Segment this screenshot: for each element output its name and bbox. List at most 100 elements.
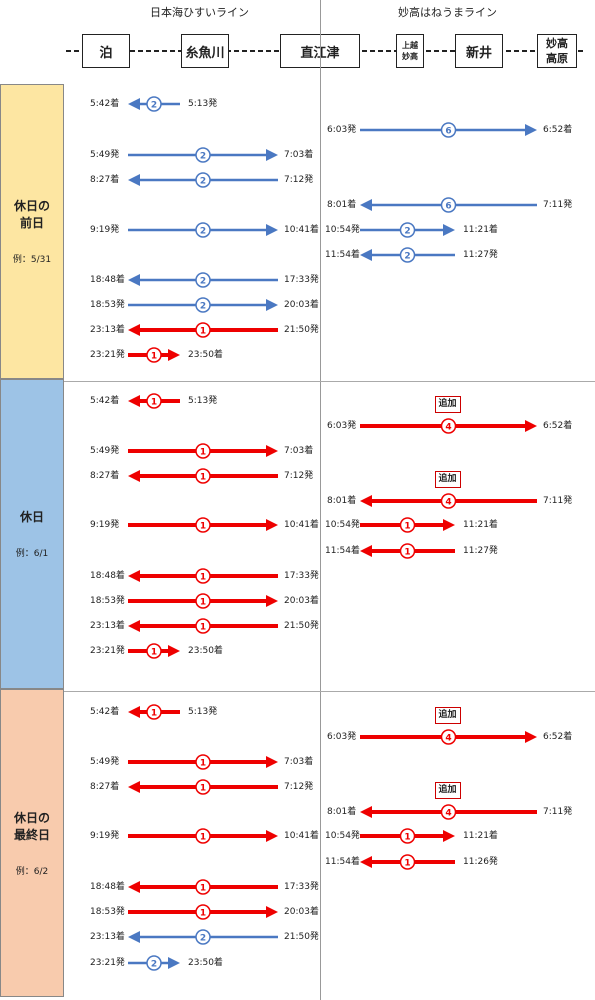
departure-time: 11:26発 (463, 857, 498, 867)
section-title-line: 前日 (19, 216, 44, 230)
car-count-label: 1 (200, 522, 206, 532)
train-arrow-head (128, 881, 140, 893)
car-count-label: 4 (445, 809, 451, 819)
section-title-line: 休日の (13, 810, 50, 825)
departure-time: 23:21発 (90, 646, 125, 656)
train-arrow-head (128, 620, 140, 632)
arrival-time: 23:50着 (188, 350, 223, 360)
train-arrow-head (266, 299, 278, 311)
car-count-circle (399, 517, 416, 533)
departure-time: 6:03発 (327, 732, 357, 742)
departure-time: 11:27発 (463, 250, 498, 260)
train-arrow: 2 (128, 172, 278, 188)
line-name-nihonkai-hisui: 日本海ひすいライン (150, 6, 249, 19)
car-count-label: 2 (404, 227, 410, 237)
train-arrow-head (266, 830, 278, 842)
car-count-circle (146, 955, 162, 971)
car-count-circle (440, 197, 457, 213)
car-count-circle (195, 172, 211, 188)
departure-time: 9:19発 (90, 225, 120, 235)
departure-time: 10:54発 (325, 520, 360, 530)
arrival-time: 7:03着 (284, 446, 314, 456)
section-separator (0, 691, 595, 692)
station-joetsu-myoko: 上越 妙高 (396, 34, 424, 68)
arrival-time: 23:13着 (90, 621, 125, 631)
car-count-label: 2 (200, 152, 206, 162)
train-arrow-head (360, 199, 372, 211)
line-divider (320, 0, 321, 1000)
train-arrow-head (266, 519, 278, 531)
train-arrow-head (360, 545, 372, 557)
car-count-circle (195, 297, 211, 313)
train-arrow: 4 (360, 493, 537, 509)
arrival-time: 18:48着 (90, 275, 125, 285)
train-arrow-head (443, 830, 455, 842)
train-arrow-head (360, 856, 372, 868)
train-arrow: 1 (128, 443, 278, 459)
car-count-circle (440, 418, 457, 434)
car-count-circle (195, 272, 211, 288)
car-count-label: 1 (151, 648, 157, 658)
departure-time: 23:21発 (90, 350, 125, 360)
train-arrow-head (168, 957, 180, 969)
departure-time: 6:03発 (327, 421, 357, 431)
arrival-time: 7:03着 (284, 757, 314, 767)
departure-time: 5:49発 (90, 446, 120, 456)
car-count-circle (195, 468, 211, 484)
train-arrow-head (360, 806, 372, 818)
added-train-badge: 追加 (434, 396, 461, 413)
departure-time: 5:13発 (188, 396, 218, 406)
car-count-label: 4 (445, 498, 451, 508)
arrival-time: 10:41着 (284, 225, 319, 235)
car-count-circle (440, 493, 457, 509)
train-arrow-head (128, 395, 140, 407)
train-arrow-head (443, 519, 455, 531)
arrival-time: 5:42着 (90, 707, 120, 717)
train-arrow-head (128, 931, 140, 943)
train-arrow: 1 (360, 828, 455, 844)
train-arrow: 2 (128, 955, 180, 971)
section-title: 休日の 前日 (14, 198, 50, 232)
train-arrow: 4 (360, 418, 537, 434)
arrival-time: 11:21着 (463, 225, 498, 235)
train-arrow-head (525, 731, 537, 743)
arrival-time: 6:52着 (543, 421, 573, 431)
car-count-label: 1 (200, 573, 206, 583)
train-arrow-head (525, 420, 537, 432)
arrival-time: 10:41着 (284, 831, 319, 841)
section-title-line: 休日の (13, 199, 50, 213)
train-arrow-head (128, 570, 140, 582)
section-panel-0: 休日の前日例：5/31 (0, 84, 64, 379)
train-arrow: 1 (128, 704, 180, 720)
section-title-line: 休日 (19, 510, 44, 524)
train-arrow: 1 (360, 854, 455, 870)
car-count-label: 1 (200, 448, 206, 458)
car-count-label: 1 (200, 598, 206, 608)
arrival-time: 8:01着 (327, 200, 357, 210)
car-count-label: 2 (151, 101, 157, 111)
train-arrow-head (128, 706, 140, 718)
arrival-time: 20:03着 (284, 300, 319, 310)
departure-time: 9:19発 (90, 520, 120, 530)
arrival-time: 18:48着 (90, 571, 125, 581)
car-count-circle (195, 879, 211, 895)
car-count-label: 1 (151, 352, 157, 362)
departure-time: 9:19発 (90, 831, 120, 841)
train-arrow: 1 (360, 517, 455, 533)
car-count-label: 2 (404, 252, 410, 262)
section-title-line: 最終日 (13, 827, 50, 842)
car-count-circle (195, 222, 211, 238)
section-panel-1: 休日 例：6/1 (0, 379, 64, 689)
car-count-circle (399, 543, 416, 559)
arrival-time: 10:41着 (284, 520, 319, 530)
train-arrow: 1 (128, 517, 278, 533)
car-count-circle (195, 929, 211, 945)
section-example-date: 例：5/31 (12, 255, 52, 265)
car-count-label: 1 (200, 909, 206, 919)
train-arrow-head (266, 149, 278, 161)
train-arrow-head (168, 349, 180, 361)
departure-time: 10:54発 (325, 225, 360, 235)
train-arrow: 2 (360, 247, 455, 263)
car-count-circle (440, 122, 457, 138)
train-arrow-head (266, 756, 278, 768)
